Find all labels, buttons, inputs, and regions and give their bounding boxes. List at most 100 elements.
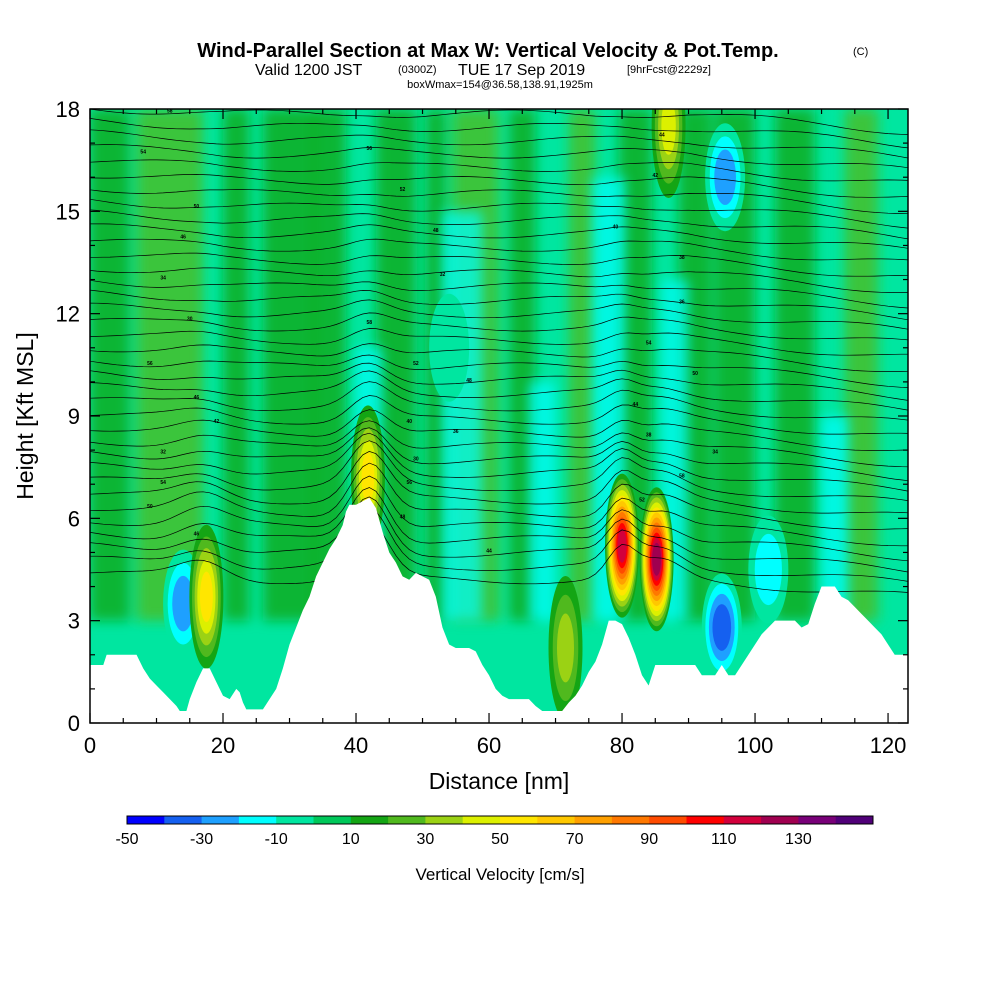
theta-contour bbox=[90, 129, 908, 159]
colorbar-tick-label: 30 bbox=[417, 831, 435, 848]
theta-contour bbox=[90, 144, 908, 169]
field-band bbox=[136, 109, 204, 621]
theta-label: 56 bbox=[406, 480, 412, 486]
theta-contour bbox=[90, 238, 908, 261]
theta-label: 30 bbox=[413, 456, 419, 462]
colorbar-swatch bbox=[798, 816, 837, 824]
theta-label: 58 bbox=[367, 320, 373, 326]
theta-contour bbox=[90, 267, 908, 293]
theta-contour-layer: 58 54 56 52 50 48 46 44 42 40 38 36 34 32 30 58 54 56 52 50… bbox=[90, 109, 908, 593]
updraft-core bbox=[189, 524, 224, 669]
updraft-contour bbox=[199, 571, 213, 622]
colorbar-swatch bbox=[835, 816, 874, 824]
theta-label: 56 bbox=[367, 146, 373, 152]
theta-label: 56 bbox=[147, 361, 153, 367]
field-band bbox=[90, 109, 130, 621]
theta-label: 46 bbox=[194, 531, 200, 537]
colorbar-swatch bbox=[761, 816, 799, 824]
x-axis: 0 20 40 60 80 100 120 bbox=[84, 109, 907, 758]
colorbar-swatch bbox=[276, 816, 314, 824]
theta-label: 40 bbox=[406, 419, 412, 425]
colorbar-swatch bbox=[462, 816, 501, 824]
colorbar-swatch bbox=[500, 816, 538, 824]
theta-label: 36 bbox=[679, 299, 685, 305]
y-tick-label: 15 bbox=[56, 199, 80, 224]
theta-label: 34 bbox=[712, 450, 718, 456]
theta-contour bbox=[90, 451, 908, 514]
updraft-contour bbox=[617, 528, 627, 563]
theta-contour bbox=[90, 174, 908, 198]
y-tick-label: 18 bbox=[56, 97, 80, 122]
theta-label: 30 bbox=[187, 316, 193, 322]
y-tick-label: 9 bbox=[68, 404, 80, 429]
theta-label: 38 bbox=[679, 255, 685, 261]
colorbar-tick-label: 130 bbox=[785, 831, 812, 848]
colorbar-swatch bbox=[127, 816, 165, 824]
y-tick-label: 0 bbox=[68, 711, 80, 736]
theta-label: 52 bbox=[639, 497, 645, 503]
x-tick-label: 100 bbox=[737, 733, 774, 758]
colorbar-swatch bbox=[350, 816, 389, 824]
x-tick-label: 40 bbox=[344, 733, 368, 758]
theta-contour bbox=[90, 159, 908, 182]
x-tick-label: 120 bbox=[870, 733, 907, 758]
theta-contour bbox=[90, 109, 908, 135]
downdraft-contour bbox=[429, 293, 470, 402]
downdraft-core bbox=[429, 293, 470, 402]
theta-contour bbox=[90, 462, 908, 530]
theta-label: 46 bbox=[194, 395, 200, 401]
subtitle-prefix: Valid 1200 JST bbox=[255, 62, 363, 79]
colorbar-swatch bbox=[164, 816, 202, 824]
theta-contour bbox=[90, 496, 908, 573]
field-bands bbox=[90, 109, 879, 621]
theta-contour bbox=[90, 487, 908, 562]
theta-label: 52 bbox=[413, 361, 419, 367]
theta-label: 42 bbox=[653, 173, 659, 179]
colorbar-swatch bbox=[611, 816, 650, 824]
colorbar-tick-label: -50 bbox=[115, 831, 138, 848]
field-band bbox=[223, 109, 250, 621]
chart-title: Wind-Parallel Section at Max W: Vertical… bbox=[197, 40, 778, 62]
colorbar-swatch bbox=[201, 816, 240, 824]
theta-label: 54 bbox=[140, 149, 146, 155]
theta-label: 50 bbox=[194, 204, 200, 210]
x-tick-label: 0 bbox=[84, 733, 96, 758]
theta-contour bbox=[90, 328, 908, 356]
theta-label: 54 bbox=[646, 340, 652, 346]
x-tick-label: 80 bbox=[610, 733, 634, 758]
theta-label: 50 bbox=[692, 371, 698, 377]
downdraft-core bbox=[705, 123, 746, 232]
y-axis-label: Height [Kft MSL] bbox=[12, 332, 38, 499]
colorbar: -50 -30 -10 10 30 50 70 90 110 130 bbox=[115, 815, 874, 848]
colorbar-swatch bbox=[723, 816, 762, 824]
colorbar-tick-label: 70 bbox=[566, 831, 584, 848]
theta-contour bbox=[90, 252, 908, 277]
terrain bbox=[90, 497, 908, 723]
theta-contour bbox=[90, 312, 908, 341]
colorbar-tick-label: -30 bbox=[190, 831, 213, 848]
updraft-core bbox=[548, 575, 583, 720]
theta-label: 52 bbox=[400, 187, 406, 193]
theta-label: 58 bbox=[679, 473, 685, 479]
updraft-contour bbox=[652, 542, 662, 576]
x-tick-label: 60 bbox=[477, 733, 501, 758]
theta-contour bbox=[90, 279, 908, 309]
colorbar-swatch bbox=[686, 816, 725, 824]
chart-subtitle-box: boxWmax=154@36.58,138.91,1925m bbox=[407, 79, 593, 91]
theta-label: 44 bbox=[659, 132, 665, 138]
theta-contour bbox=[90, 118, 908, 149]
theta-contour bbox=[90, 507, 908, 582]
downdraft-core bbox=[701, 573, 742, 682]
subtitle-main: TUE 17 Sep 2019 bbox=[458, 62, 585, 79]
theta-contour bbox=[90, 299, 908, 330]
theta-label: 54 bbox=[160, 480, 166, 486]
colorbar-swatch bbox=[537, 816, 575, 824]
colorbar-label: Vertical Velocity [cm/s] bbox=[415, 865, 584, 884]
theta-label: 36 bbox=[453, 429, 459, 435]
theta-contour bbox=[90, 198, 908, 229]
theta-contour bbox=[90, 289, 908, 321]
field-band bbox=[442, 211, 483, 621]
subtitle-utc: (0300Z) bbox=[398, 64, 437, 76]
theta-contour bbox=[90, 409, 908, 451]
